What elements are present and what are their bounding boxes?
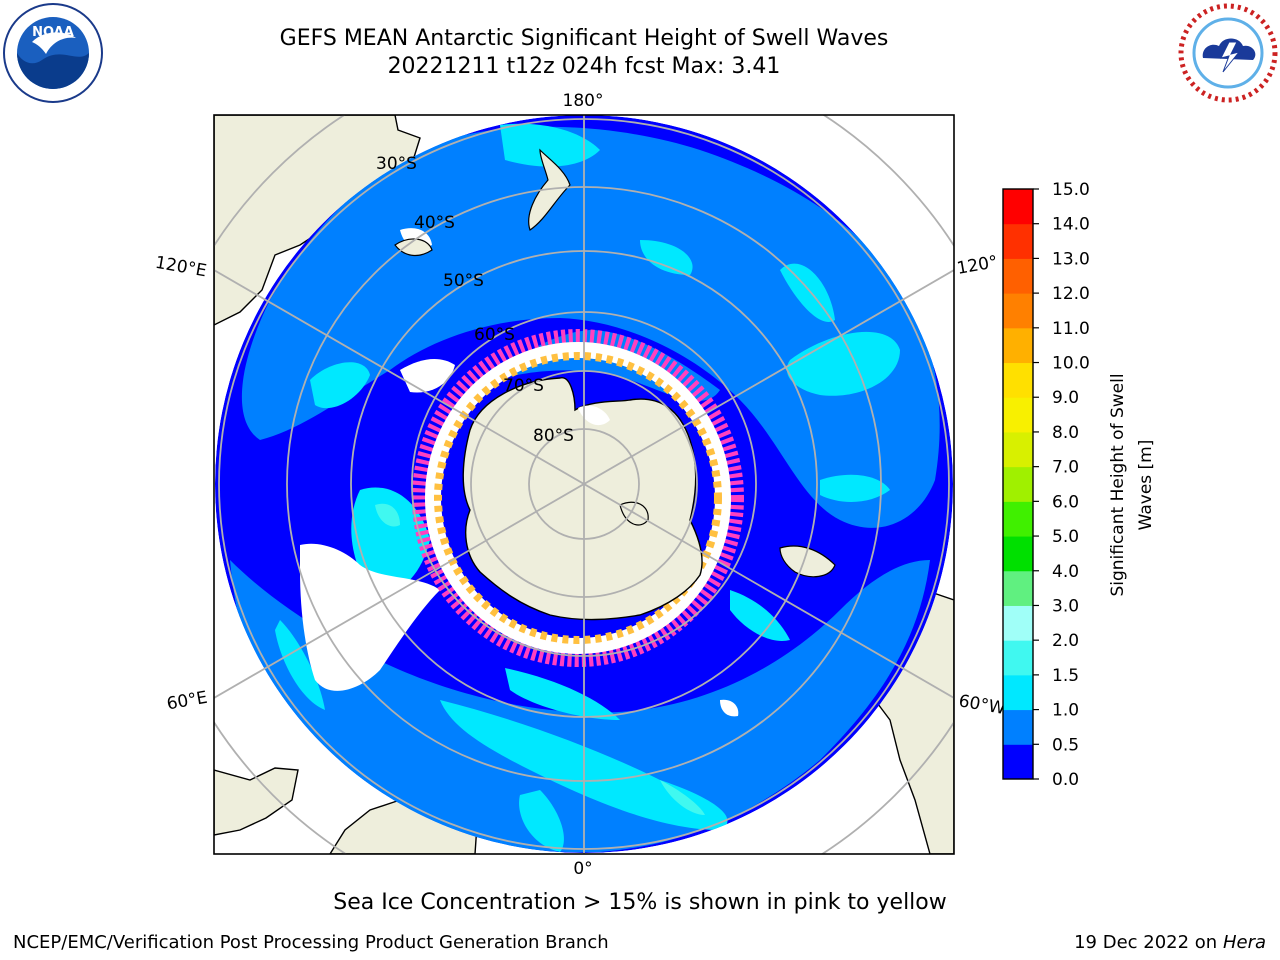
colorbar-tick-label: 11.0	[1052, 319, 1090, 339]
lon-label-60e: 60°E	[165, 688, 209, 715]
colorbar-tick-label: 4.0	[1052, 562, 1079, 582]
colorbar-frame	[1002, 188, 1034, 780]
plot-title: GEFS MEAN Antarctic Significant Height o…	[279, 26, 889, 51]
lat-label-50s: 50°S	[443, 271, 484, 291]
footer-machine: Hera	[1222, 932, 1266, 953]
colorbar-swatch	[1003, 466, 1033, 502]
graticule	[214, 115, 954, 854]
colorbar-tick-label: 15.0	[1052, 180, 1090, 200]
colorbar-tick-label: 5.0	[1052, 527, 1079, 547]
colorbar-tick-label: 1.5	[1052, 666, 1079, 686]
lat-label-70s: 70°S	[503, 376, 544, 396]
swell-2m	[375, 503, 705, 815]
colorbar-tick-label: 0.5	[1052, 735, 1079, 755]
colorbar-swatch	[1003, 397, 1033, 433]
colorbar-tick-label: 7.0	[1052, 458, 1079, 478]
colorbar-tick-label: 0.0	[1052, 770, 1079, 790]
lon-label-0: 0°	[573, 859, 592, 879]
sea-ice-caption: Sea Ice Concentration > 15% is shown in …	[333, 890, 947, 915]
colorbar-tick-label: 13.0	[1052, 249, 1090, 269]
noaa-logo-icon: NOAA	[3, 3, 103, 103]
colorbar-swatch	[1003, 674, 1033, 711]
colorbar-swatch	[1003, 536, 1033, 572]
footer-date-text: 19 Dec 2022 on	[1074, 932, 1218, 953]
colorbar-swatch	[1003, 189, 1033, 225]
colorbar-tick-label: 12.0	[1052, 284, 1090, 304]
map-frame	[213, 114, 955, 855]
colorbar-tick-label: 2.0	[1052, 631, 1079, 651]
lat-label-80s: 80°S	[533, 426, 574, 446]
lon-label-120e: 120°E	[154, 253, 208, 282]
colorbar-swatch	[1003, 293, 1033, 329]
colorbar-swatch	[1003, 258, 1033, 294]
footer-date: 19 Dec 2022 on Hera	[1074, 932, 1266, 953]
footer-credit: NCEP/EMC/Verification Post Processing Pr…	[13, 932, 609, 953]
colorbar-swatch	[1003, 570, 1033, 606]
colorbar-title-line1: Significant Height of Swell	[1108, 373, 1128, 596]
lat-label-40s: 40°S	[414, 213, 455, 233]
colorbar-swatch	[1003, 431, 1033, 468]
lat-label-30s: 30°S	[376, 154, 417, 174]
colorbar-swatch	[1003, 744, 1033, 780]
lon-label-180: 180°	[563, 91, 604, 111]
colorbar-tick-label: 10.0	[1052, 354, 1090, 374]
lat-label-60s: 60°S	[474, 325, 515, 345]
colorbar-tick-label: 1.0	[1052, 701, 1079, 721]
colorbar-tick-label: 9.0	[1052, 388, 1079, 408]
colorbar-swatch	[1003, 327, 1033, 364]
open-ocean-white	[300, 228, 739, 717]
colorbar-swatch	[1003, 362, 1033, 398]
colorbar-tick-label: 3.0	[1052, 596, 1079, 616]
nws-logo-icon	[1178, 3, 1278, 103]
noaa-logo-text: NOAA	[32, 25, 74, 40]
colorbar-swatch	[1003, 501, 1033, 537]
lon-label-60w: 60°W	[957, 691, 1007, 719]
colorbar-title-line2: Waves [m]	[1136, 440, 1156, 531]
colorbar-tick-label: 6.0	[1052, 492, 1079, 512]
plot-subtitle: 20221211 t12z 024h fcst Max: 3.41	[387, 54, 781, 79]
colorbar-swatch	[1003, 709, 1033, 745]
antarctica-land	[462, 377, 703, 621]
colorbar-tick-label: 8.0	[1052, 423, 1079, 443]
colorbar-swatch	[1003, 640, 1033, 676]
colorbar-swatch	[1003, 223, 1033, 259]
lon-label-120w: 120°	[955, 252, 999, 279]
colorbar-tick-label: 14.0	[1052, 215, 1090, 235]
colorbar-swatch	[1003, 605, 1033, 641]
colorbar: 0.0 0.5 1.0 1.5 2.0 3.0 4.0 5.0 6.0 7.0 8.0 9.0 10.0…	[1002, 180, 1090, 790]
